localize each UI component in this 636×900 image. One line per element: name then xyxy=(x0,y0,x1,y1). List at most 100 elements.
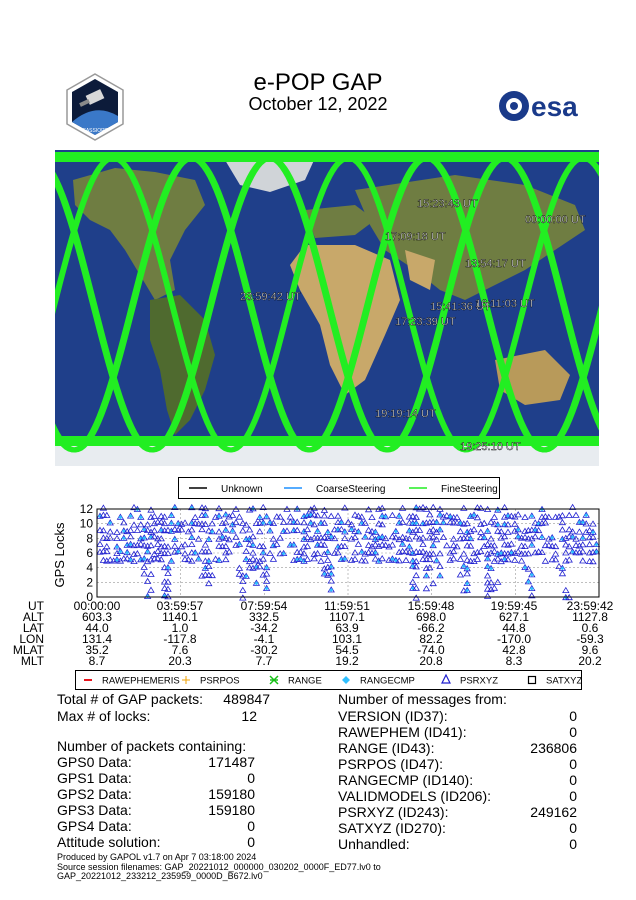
gps-x-tick-label: 19:59:45 xyxy=(491,600,538,613)
gps-lock-marker xyxy=(388,541,397,548)
gps-lock-marker xyxy=(368,513,376,520)
legend-series-label: RANGE xyxy=(288,676,322,687)
gps-lock-marker xyxy=(483,572,492,579)
gps-lock-marker xyxy=(531,519,539,526)
gps-lock-marker xyxy=(194,535,203,542)
gps-lock-marker xyxy=(198,520,206,527)
stat-value: 0 xyxy=(247,834,255,850)
gps-lock-marker xyxy=(483,592,492,599)
gps-rangecmp-marker xyxy=(189,505,194,510)
gps-lock-marker xyxy=(160,519,169,527)
gps-lock-marker xyxy=(477,547,485,555)
track-time-label: 13:54:17 UT xyxy=(465,258,526,270)
gps-lock-marker xyxy=(164,549,172,556)
ephem-cell: -34.2 xyxy=(250,621,278,635)
stat-label: Attitude solution: xyxy=(57,834,161,850)
msg-label: RAWEPHEM (ID41): xyxy=(338,724,467,740)
gps-lock-marker xyxy=(99,534,108,541)
gps-lock-marker xyxy=(487,535,495,542)
gps-rangecmp-marker xyxy=(244,557,249,562)
legend-fine-label: FineSteering xyxy=(441,484,498,495)
gps-lock-marker xyxy=(572,511,580,518)
gps-lock-marker xyxy=(528,592,536,599)
gps-rangecmp-marker xyxy=(594,542,599,547)
gps-lock-marker xyxy=(524,565,533,572)
gps-y-tick-label: 10 xyxy=(80,517,94,531)
gps-lock-marker xyxy=(150,512,159,519)
gps-lock-marker xyxy=(582,520,590,527)
gps-lock-marker xyxy=(181,519,189,526)
gps-y-tick-label: 0 xyxy=(86,590,93,604)
gps-lock-marker xyxy=(259,542,267,550)
gps-lock-marker xyxy=(164,526,172,533)
gps-rangecmp-marker xyxy=(121,536,126,541)
gps-lock-marker xyxy=(303,555,312,562)
gps-lock-marker xyxy=(439,533,448,540)
gps-lock-marker xyxy=(160,542,169,549)
ground-track-map: 15:23:43 UT 00:00:00 UT 17:09:18 UT 13:54:1… xyxy=(55,150,599,466)
gps-lock-marker xyxy=(303,525,312,533)
gps-lock-marker xyxy=(422,585,431,592)
gps-lock-marker xyxy=(239,519,247,526)
gps-rangecmp-marker xyxy=(142,536,147,540)
ephem-row-label: MLAT xyxy=(13,643,45,657)
gps-rangecmp-marker xyxy=(128,542,133,547)
packets-section-title: Number of packets containing: xyxy=(57,738,247,754)
gps-lock-marker xyxy=(191,519,199,527)
gps-lock-marker xyxy=(405,519,414,526)
gps-lock-marker xyxy=(524,550,533,557)
gps-lock-marker xyxy=(106,556,114,563)
gps-rangecmp-marker xyxy=(339,520,344,525)
gps-rangecmp-marker xyxy=(383,514,388,519)
ephem-cell: 82.2 xyxy=(419,632,443,646)
gps-lock-marker xyxy=(320,512,329,519)
gps-lock-marker xyxy=(157,518,165,525)
gps-lock-marker xyxy=(507,512,516,519)
gps-lock-marker xyxy=(225,513,233,520)
gps-rangecmp-marker xyxy=(594,549,599,554)
gps-lock-marker xyxy=(412,533,420,540)
gps-lock-marker xyxy=(551,550,560,557)
gps-rangecmp-marker xyxy=(217,514,221,519)
gps-rangecmp-marker xyxy=(431,543,436,548)
gps-rangecmp-marker xyxy=(251,543,255,548)
gps-rangecmp-marker xyxy=(434,520,439,525)
gps-lock-marker xyxy=(351,527,359,534)
gps-lock-marker xyxy=(358,557,366,564)
gps-lock-marker xyxy=(565,556,573,563)
gps-lock-marker xyxy=(517,542,526,549)
gps-lock-marker xyxy=(558,570,567,577)
gps-lock-marker xyxy=(419,555,427,562)
gps-lock-marker xyxy=(490,520,499,527)
gps-lock-marker xyxy=(582,528,590,535)
gps-lock-marker xyxy=(181,555,189,562)
logo-left-label: CASSIOPE xyxy=(82,128,108,134)
gps-lock-marker xyxy=(426,564,434,571)
gps-rangecmp-marker xyxy=(580,520,585,525)
gps-lock-marker xyxy=(419,534,427,541)
gps-lock-marker xyxy=(259,503,267,510)
gps-lock-marker xyxy=(191,513,199,520)
gps-lock-marker xyxy=(296,548,305,555)
gps-lock-marker xyxy=(232,518,240,526)
gps-lock-marker xyxy=(96,540,104,547)
ephem-row-label: LAT xyxy=(23,621,45,635)
gps-lock-marker xyxy=(225,536,233,543)
ephem-cell: 63.9 xyxy=(335,621,359,635)
gps-lock-marker xyxy=(575,528,584,535)
gps-rangecmp-marker xyxy=(189,535,194,540)
gps-lock-marker xyxy=(398,547,407,554)
gps-lock-marker xyxy=(164,543,172,550)
gps-rangecmp-marker xyxy=(465,566,470,571)
legend-psrpos: PSRPOS xyxy=(182,676,240,687)
gps-lock-marker xyxy=(555,562,563,569)
gps-rangecmp-marker xyxy=(237,542,242,547)
legend-range: RANGE xyxy=(269,675,322,687)
stat-label: GPS0 Data: xyxy=(57,754,132,770)
gps-lock-marker xyxy=(480,542,488,549)
gps-lock-marker xyxy=(456,555,465,562)
gps-lock-marker xyxy=(453,543,461,550)
gps-rangecmp-marker xyxy=(485,564,490,569)
gps-lock-marker xyxy=(310,555,318,562)
gps-lock-marker xyxy=(534,548,543,555)
